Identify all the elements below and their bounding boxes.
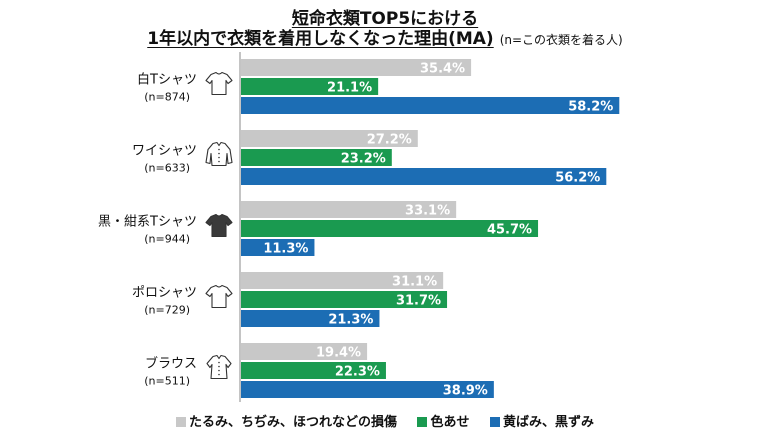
data-label: 27.2% bbox=[367, 133, 412, 148]
data-label: 21.3% bbox=[328, 313, 373, 328]
category-sample-size: (n=729) bbox=[144, 304, 190, 317]
bar-damage bbox=[241, 272, 444, 289]
data-label: 35.4% bbox=[420, 62, 465, 77]
bar-yellowing bbox=[241, 168, 607, 185]
blouse-icon bbox=[206, 354, 232, 380]
data-label: 38.9% bbox=[443, 384, 488, 399]
bar-fade bbox=[241, 362, 386, 379]
legend-item-damage: たるみ、ちぢみ、ほつれなどの損傷 bbox=[175, 411, 397, 430]
bar-yellowing bbox=[241, 381, 494, 398]
bar-damage bbox=[241, 343, 368, 360]
category-label: ポロシャツ bbox=[132, 286, 197, 301]
polo-shirt-icon bbox=[205, 284, 233, 309]
dress-shirt-icon bbox=[205, 141, 233, 167]
data-label: 58.2% bbox=[568, 100, 613, 115]
bar-yellowing bbox=[241, 97, 620, 114]
data-label: 19.4% bbox=[316, 346, 361, 361]
bar-fade bbox=[241, 78, 379, 95]
category-label: ブラウス bbox=[145, 356, 197, 372]
data-label: 45.7% bbox=[487, 223, 532, 238]
category-sample-size: (n=633) bbox=[144, 162, 190, 175]
bar-damage bbox=[241, 59, 472, 76]
data-label: 31.7% bbox=[396, 294, 441, 309]
data-label: 21.1% bbox=[327, 81, 372, 96]
data-label: 31.1% bbox=[392, 275, 437, 290]
category-sample-size: (n=874) bbox=[144, 91, 190, 104]
category-label: 白Tシャツ bbox=[137, 72, 197, 88]
bar-yellowing bbox=[241, 239, 315, 256]
bar-damage bbox=[241, 130, 418, 147]
sample-note: (n=この衣類を着る人) bbox=[499, 33, 623, 47]
legend-item-fade: 色あせ bbox=[417, 411, 470, 430]
bar-damage bbox=[241, 201, 457, 218]
category-label: ワイシャツ bbox=[132, 144, 197, 159]
category-sample-size: (n=511) bbox=[144, 375, 190, 388]
bar-fade bbox=[241, 220, 539, 237]
white-tshirt-icon bbox=[205, 71, 233, 96]
data-label: 56.2% bbox=[555, 171, 600, 186]
chart-title-line1: 短命衣類TOP5における bbox=[291, 9, 479, 29]
legend-item-yellowing: 黄ばみ、黒ずみ bbox=[490, 411, 594, 430]
category-sample-size: (n=944) bbox=[144, 233, 190, 246]
bar-fade bbox=[241, 149, 392, 166]
data-label: 33.1% bbox=[405, 204, 450, 219]
data-label: 23.2% bbox=[341, 152, 386, 167]
black-tshirt-icon bbox=[205, 213, 233, 238]
bar-fade bbox=[241, 291, 448, 308]
data-label: 22.3% bbox=[335, 365, 380, 380]
legend: たるみ、ちぢみ、ほつれなどの損傷 色あせ 黄ばみ、黒ずみ bbox=[0, 411, 770, 430]
chart-title-line2: 1年以内で衣類を着用しなくなった理由(MA) (n=この衣類を着る人) bbox=[147, 29, 623, 49]
bar-yellowing bbox=[241, 310, 380, 327]
category-label: 黒・紺系Tシャツ bbox=[98, 215, 197, 230]
data-label: 11.3% bbox=[263, 242, 308, 257]
